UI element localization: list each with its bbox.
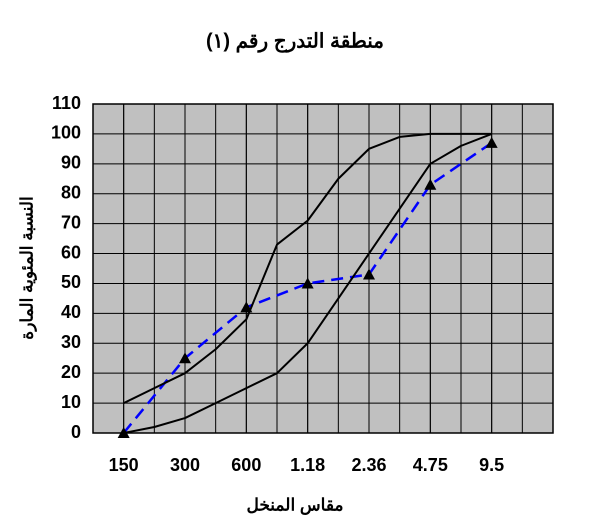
chart-title: منطقة التدرج رقم (١) (206, 30, 384, 53)
x-axis-label: مقاس المنخل (246, 495, 343, 515)
y-tick-label: 60 (61, 242, 81, 262)
y-tick-label: 80 (61, 182, 81, 202)
y-tick-label: 40 (61, 302, 81, 322)
y-tick-label: 110 (52, 93, 81, 113)
x-tick-label: 2.36 (351, 455, 386, 475)
y-tick-label: 90 (61, 153, 81, 173)
plot-border (92, 103, 554, 434)
x-tick-label: 300 (170, 455, 200, 475)
series-line (123, 132, 493, 434)
y-tick-label: 0 (71, 422, 81, 442)
x-tick-label: 1.18 (290, 455, 325, 475)
y-axis-label: النسبة المئوية المارة (17, 196, 37, 339)
y-tick-label: 50 (61, 272, 81, 292)
y-tick-label: 30 (61, 332, 81, 352)
y-tick-label: 10 (61, 392, 81, 412)
x-tick-label: 600 (231, 455, 261, 475)
y-tick-label: 70 (61, 212, 81, 232)
series-line (123, 132, 492, 404)
marker (301, 277, 314, 289)
plot-area (93, 104, 553, 433)
x-tick-label: 150 (109, 455, 139, 475)
x-tick-label: 9.5 (479, 455, 504, 475)
marker (179, 352, 191, 364)
y-tick-label: 100 (51, 123, 81, 143)
marker (485, 136, 498, 148)
marker (363, 268, 375, 280)
marker (424, 178, 437, 190)
y-tick-label: 20 (61, 362, 81, 382)
x-tick-label: 4.75 (413, 455, 448, 475)
